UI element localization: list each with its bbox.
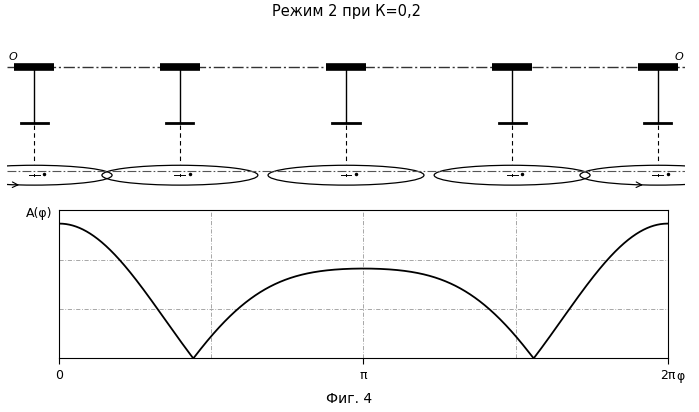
Text: Фиг. 4: Фиг. 4 xyxy=(326,392,373,406)
Text: Режим 2 при К=0,2: Режим 2 при К=0,2 xyxy=(271,4,421,19)
Text: φ: φ xyxy=(677,370,685,383)
Text: A(φ): A(φ) xyxy=(26,207,52,220)
Text: O: O xyxy=(675,52,683,62)
Text: O: O xyxy=(9,52,17,62)
